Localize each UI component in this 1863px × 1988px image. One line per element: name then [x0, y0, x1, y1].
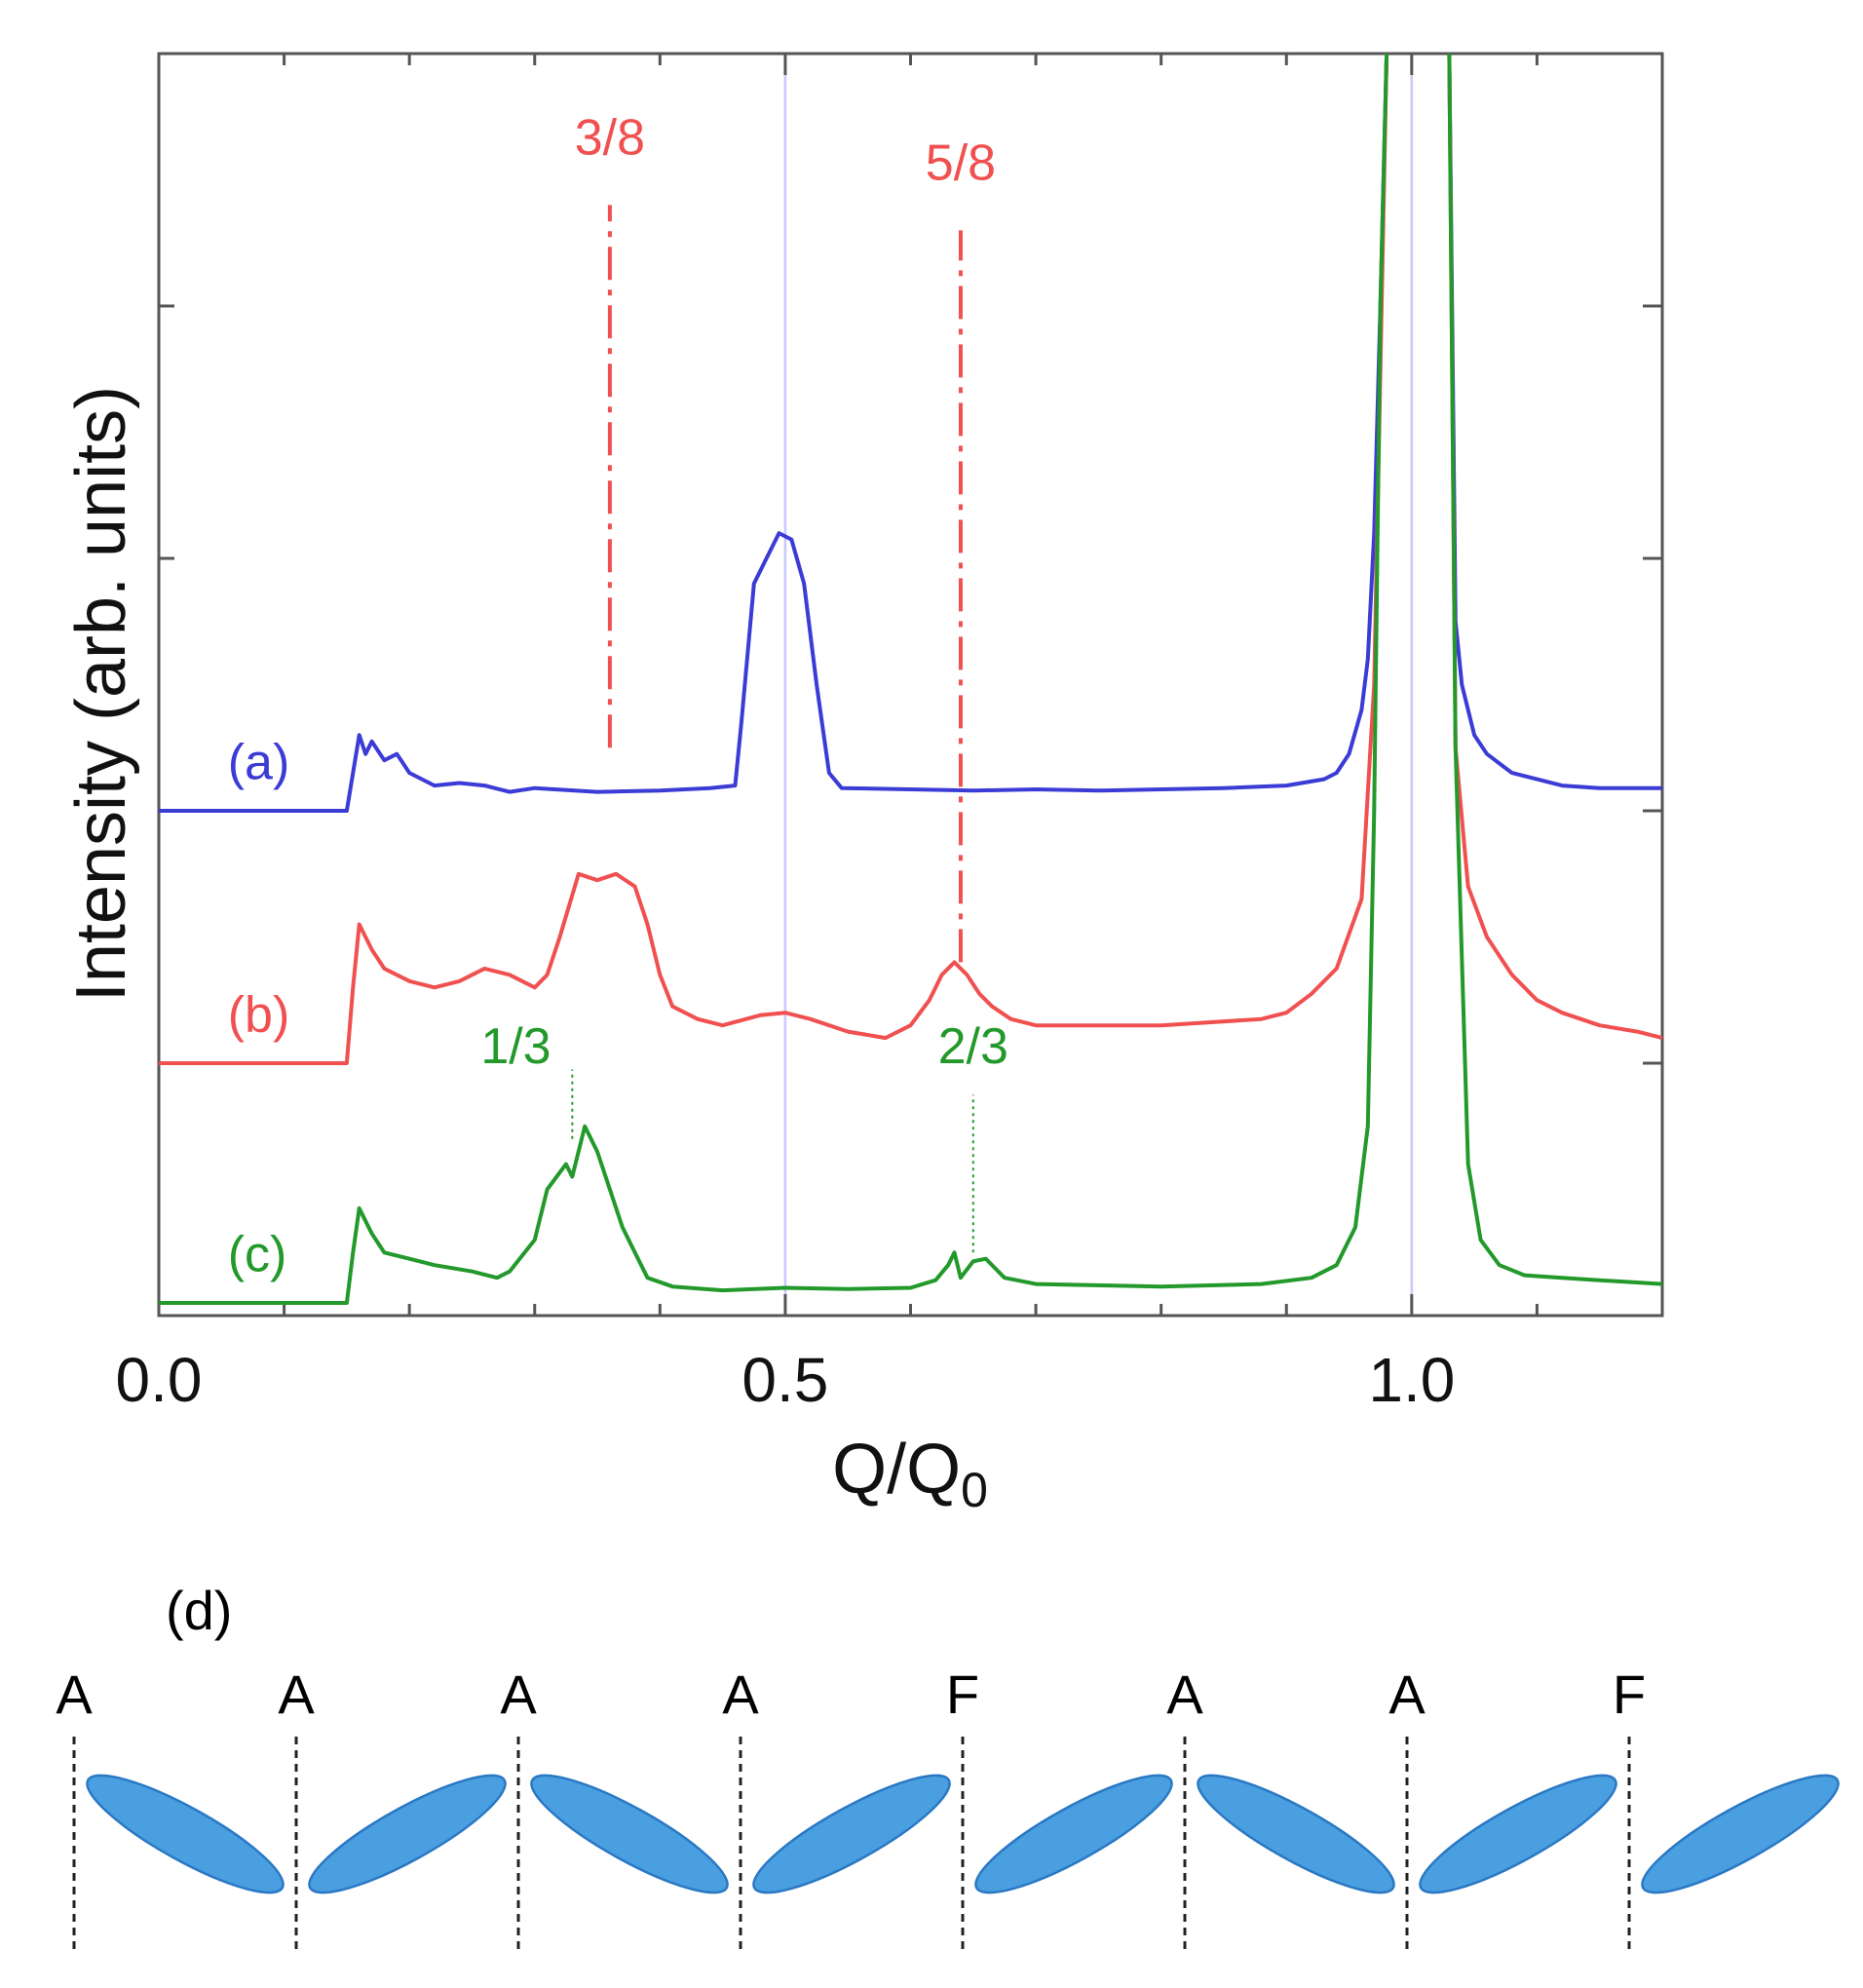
molecule-ellipse	[752, 1774, 951, 1894]
series-group	[159, 54, 1662, 1305]
series-line	[159, 54, 1389, 1065]
molecule-ellipse	[86, 1774, 285, 1894]
series-line	[1447, 54, 1662, 1286]
guide-lines	[783, 54, 1414, 1316]
curve-labels: (a) (b) (c)	[228, 735, 290, 1283]
x-axis-title-main: Q/Q	[832, 1431, 961, 1509]
x-tick-labels: 0.0 0.5 1.0	[116, 1345, 1456, 1415]
molecule-ellipse	[1641, 1774, 1840, 1894]
boundary-letter: A	[722, 1663, 759, 1725]
boundary-letter: A	[500, 1663, 537, 1725]
x-tick-label: 0.0	[116, 1345, 203, 1415]
boundary-letter: A	[278, 1663, 315, 1725]
axis-ticks	[157, 54, 1664, 1316]
series-line	[1447, 54, 1662, 790]
curve-label: (a)	[228, 735, 290, 791]
series-line	[1447, 54, 1662, 1041]
annotation-label: 5/8	[926, 135, 996, 192]
boundary-letter: A	[1388, 1663, 1426, 1725]
annotation-lines	[571, 205, 974, 1253]
boundary-letter: A	[1166, 1663, 1203, 1725]
curve-label: (c)	[228, 1227, 287, 1283]
x-tick-label: 0.5	[741, 1345, 828, 1415]
x-axis-title-subscript: 0	[961, 1463, 988, 1517]
layer-boundaries	[72, 1737, 1631, 1954]
annotation-label: 2/3	[938, 1018, 1008, 1075]
annotation-labels: 3/8 5/8 1/3 2/3	[480, 110, 1008, 1075]
molecule-ellipse	[1197, 1774, 1395, 1894]
series-line	[159, 54, 1389, 1305]
molecule-ellipse	[530, 1774, 729, 1894]
x-axis-title: Q/Q0	[832, 1431, 988, 1517]
boundary-letter: F	[1613, 1663, 1646, 1725]
x-tick-label: 1.0	[1368, 1345, 1455, 1415]
chart-plot: 3/8 5/8 1/3 2/3 (a) (b) (c) 0.0 0.5 1.0 Intensi…	[62, 52, 1664, 1517]
annotation-label: 3/8	[575, 110, 645, 167]
series-line	[159, 54, 1389, 813]
plot-frame	[157, 52, 1664, 1318]
molecule-ellipse	[974, 1774, 1173, 1894]
panel-label-d: (d)	[166, 1580, 232, 1641]
molecules	[86, 1774, 1840, 1894]
molecule-ellipse	[308, 1774, 507, 1894]
y-axis-title: Intensity (arb. units)	[62, 386, 140, 1002]
curve-label: (b)	[228, 987, 290, 1044]
boundary-letter: A	[56, 1663, 93, 1725]
molecule-ellipse	[1419, 1774, 1617, 1894]
boundary-letter: F	[946, 1663, 979, 1725]
molecule-diagram: (d) A A A A F A A F	[56, 1580, 1840, 1954]
annotation-label: 1/3	[480, 1018, 551, 1075]
